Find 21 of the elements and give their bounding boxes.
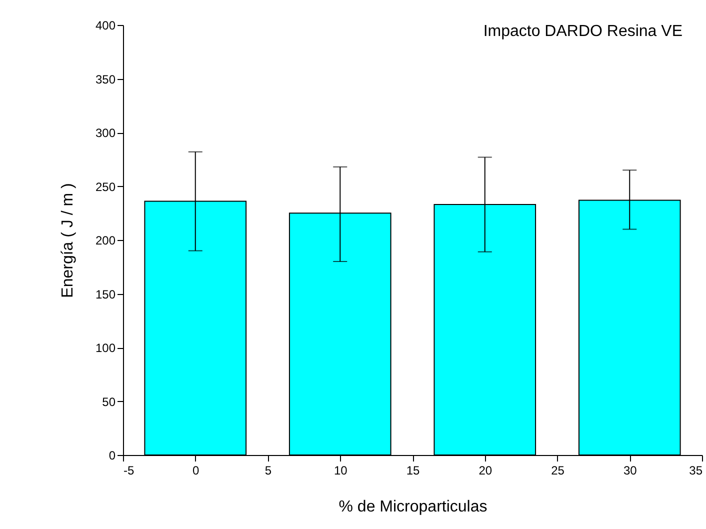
y-tick-label: 0 xyxy=(108,448,116,462)
x-tick-label: 15 xyxy=(406,464,420,478)
y-tick-label: 150 xyxy=(95,287,116,302)
y-tick-label: 250 xyxy=(95,180,116,194)
x-tick-label: -5 xyxy=(124,464,134,478)
y-tick-label: 50 xyxy=(102,394,116,409)
x-tick-label: 0 xyxy=(192,464,200,478)
x-tick-label: 20 xyxy=(478,464,492,478)
x-axis-title: % de Microparticulas xyxy=(338,498,488,516)
x-tick-label: 10 xyxy=(334,464,348,478)
y-tick-label: 400 xyxy=(95,18,116,32)
y-tick-label: 300 xyxy=(95,126,116,140)
y-tick-label: 100 xyxy=(95,341,116,355)
x-tick-label: 30 xyxy=(623,464,638,478)
x-tick-label: 25 xyxy=(551,464,565,478)
y-axis-title: Energía ( J / m ) xyxy=(59,183,76,298)
chart-title: Impacto DARDO Resina VE xyxy=(483,23,682,40)
y-tick-label: 350 xyxy=(95,72,116,86)
x-tick-label: 35 xyxy=(689,464,703,478)
x-tick-label: 5 xyxy=(264,464,272,478)
y-tick-label: 200 xyxy=(95,234,116,248)
